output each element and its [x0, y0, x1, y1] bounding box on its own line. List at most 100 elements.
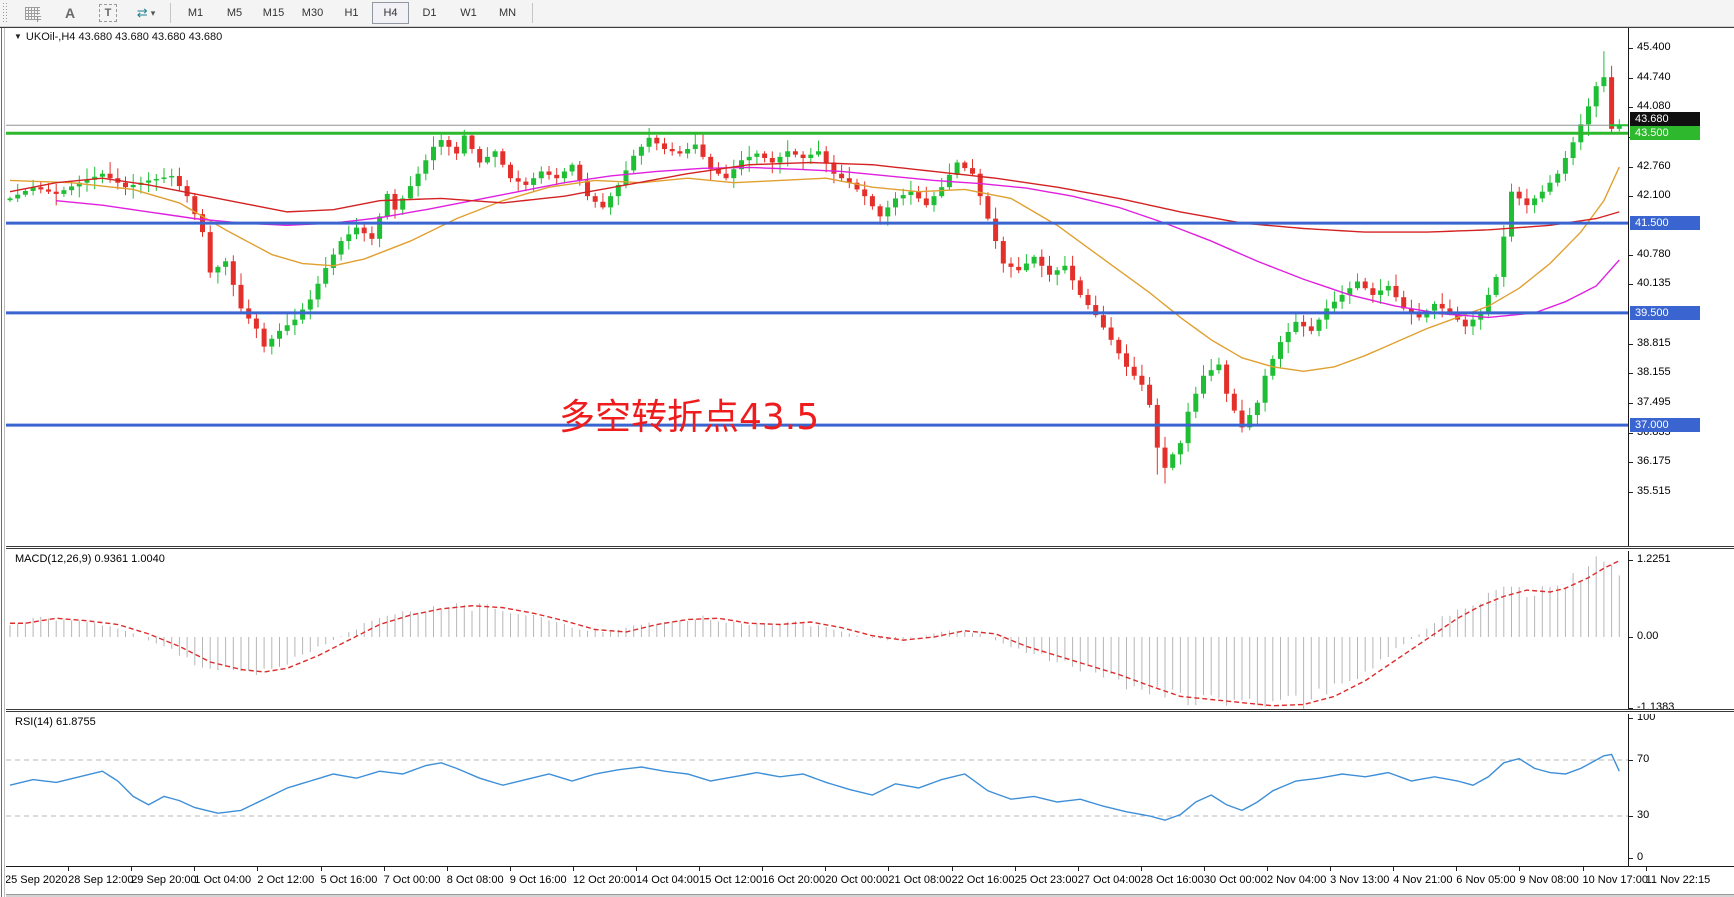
rsi-chart [6, 753, 1628, 821]
time-tick-label: 14 Oct 04:00 [636, 874, 699, 886]
time-tick-mark [636, 867, 637, 871]
timeframe-button-h1[interactable]: H1 [344, 7, 359, 19]
time-tick-label: 7 Oct 00:00 [383, 874, 441, 886]
price-tick-mark [1629, 402, 1633, 404]
macd-chart [9, 556, 1620, 709]
price-tick-mark [1629, 343, 1633, 345]
timeframe-button-m5[interactable]: M5 [226, 7, 243, 19]
price-tick-mark [1629, 284, 1633, 286]
toolbar-separator [532, 3, 533, 23]
toolbar-drag-handle[interactable] [2, 3, 9, 23]
price-tick-label: 44.080 [1637, 100, 1671, 113]
macd-label: MACD(12,26,9) 0.9361 1.0040 [15, 553, 165, 565]
time-tick-mark [509, 867, 511, 871]
price-tick-mark [1629, 255, 1633, 257]
price-tick-label: 45.400 [1637, 41, 1671, 53]
text-label-button[interactable]: A [53, 2, 87, 25]
rsi-tick-label: 70 [1637, 753, 1650, 765]
symbol-label: ▼ UKOil-,H4 43.680 43.680 43.680 43.680 [14, 31, 223, 43]
hline-price-badge: 37.000 [1630, 418, 1700, 433]
arrows-icon: ⇄ [136, 5, 148, 20]
timeframe-button-mn[interactable]: MN [498, 7, 517, 19]
time-tick-label: 20 Oct 00:00 [825, 874, 889, 886]
timeframe-button-group: M1 M5 M15 M30 H1 H4 D1 W1 MN [176, 2, 527, 24]
price-tick-label: 42.760 [1637, 159, 1671, 172]
hline-price-badge: 43.500 [1630, 126, 1700, 141]
arrows-button[interactable]: ⇄ ▾ [129, 2, 163, 25]
macd-tick-mark [1629, 560, 1633, 562]
time-tick-label: 25 Oct 23:00 [1014, 874, 1078, 886]
price-axis: 45.40044.74044.08043.42042.76042.10040.7… [1629, 28, 1734, 546]
hline-price-badge: 39.500 [1630, 305, 1700, 320]
time-tick-mark [257, 867, 259, 871]
candlestick-chart [6, 51, 1628, 484]
price-tick-mark [1629, 107, 1633, 109]
time-tick-label: 29 Sep 20:00 [131, 874, 197, 886]
time-tick-mark [1645, 867, 1647, 871]
time-tick-mark [446, 867, 448, 871]
price-chart-plot[interactable]: ▼ UKOil-,H4 43.680 43.680 43.680 43.680 多… [6, 28, 1629, 546]
timeframe-button-m15[interactable]: M15 [262, 7, 285, 19]
time-tick-mark [1456, 867, 1458, 871]
timeframe-button-h4[interactable]: H4 [372, 2, 409, 24]
time-tick-mark [1330, 867, 1332, 871]
time-tick-mark [951, 867, 953, 871]
hline-price-badge: 41.500 [1630, 216, 1700, 231]
time-tick-mark [572, 867, 574, 871]
toolbar-separator [170, 3, 171, 23]
price-tick-label: 44.740 [1637, 70, 1671, 83]
price-tick-mark [1629, 196, 1633, 198]
time-tick-mark [1077, 867, 1079, 871]
time-tick-label: 11 Nov 22:15 [1645, 874, 1711, 886]
rsi-tick-mark [1629, 816, 1633, 817]
price-tick-mark [1629, 373, 1633, 375]
time-tick-mark [1014, 867, 1016, 871]
price-tick-mark [1629, 491, 1633, 493]
time-tick-label: 15 Oct 12:00 [699, 874, 763, 886]
time-tick-label: 9 Nov 08:00 [1519, 874, 1579, 886]
price-tick-mark [1629, 77, 1633, 79]
time-tick-label: 1 Oct 04:00 [194, 874, 252, 886]
time-tick-mark [762, 867, 764, 871]
timeframe-button-m30[interactable]: M30 [301, 7, 324, 19]
rsi-tick-mark [1629, 858, 1633, 859]
timeframe-button-d1[interactable]: D1 [422, 7, 437, 19]
time-tick-label: 10 Nov 17:00 [1582, 874, 1648, 886]
time-axis: 25 Sep 2020 28 Sep 12:00 29 Sep 20:00 1 Oct… [0, 866, 1734, 894]
price-tick-mark [1629, 432, 1633, 434]
dropdown-caret-icon[interactable]: ▾ [150, 7, 156, 18]
rsi-label: RSI(14) 61.8755 [15, 716, 96, 728]
rsi-tick-label: 30 [1637, 809, 1650, 821]
current-price-badge: 43.680 [1630, 112, 1700, 127]
macd-tick-mark [1629, 708, 1633, 710]
price-tick-label: 36.175 [1637, 455, 1671, 468]
time-tick-mark [68, 867, 70, 871]
chart-window: ▼ UKOil-,H4 43.680 43.680 43.680 43.680 多… [0, 27, 1734, 897]
chevron-down-icon[interactable]: ▼ [14, 32, 22, 41]
time-tick-mark [1203, 867, 1205, 871]
grid-f-icon: F [24, 6, 42, 24]
panel-splitter[interactable] [0, 546, 1734, 551]
rsi-plot[interactable]: RSI(14) 61.8755 [6, 714, 1629, 866]
window-left-edge [0, 28, 6, 897]
time-tick-label: 25 Sep 2020 [5, 874, 68, 886]
grid-f-button[interactable]: F [15, 2, 49, 25]
time-tick-mark [1140, 867, 1142, 871]
toolbar: F A T ⇄ ▾ M1 M5 M15 M30 H1 H4 D1 W1 MN [0, 0, 1734, 27]
rsi-tick-mark [1629, 760, 1633, 761]
panel-splitter[interactable] [0, 709, 1734, 714]
text-label-a-icon: A [64, 5, 76, 21]
text-tool-button[interactable]: T [91, 2, 125, 25]
macd-axis: 1.2251 0.00 -1.1383 [1629, 551, 1734, 713]
time-tick-mark [1393, 867, 1395, 871]
price-tick-label: 38.155 [1637, 366, 1671, 379]
macd-plot[interactable]: MACD(12,26,9) 0.9361 1.0040 [6, 551, 1629, 709]
text-tool-icon: T [99, 4, 117, 22]
price-tick-mark [1629, 48, 1633, 49]
time-tick-label: 22 Oct 16:00 [951, 874, 1015, 886]
time-tick-label: 5 Oct 16:00 [320, 874, 378, 886]
timeframe-button-m1[interactable]: M1 [187, 7, 204, 19]
timeframe-button-w1[interactable]: W1 [460, 7, 477, 19]
time-tick-label: 27 Oct 04:00 [1077, 874, 1141, 886]
